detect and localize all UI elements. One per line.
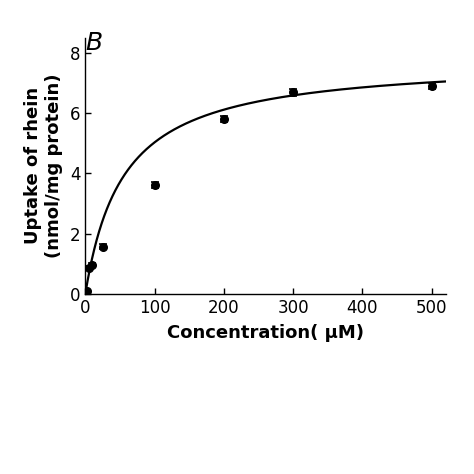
Y-axis label: Uptake of rhein
(nmol/mg protein): Uptake of rhein (nmol/mg protein)	[24, 73, 63, 258]
Text: B: B	[85, 31, 102, 55]
X-axis label: Concentration( μM): Concentration( μM)	[167, 324, 364, 342]
